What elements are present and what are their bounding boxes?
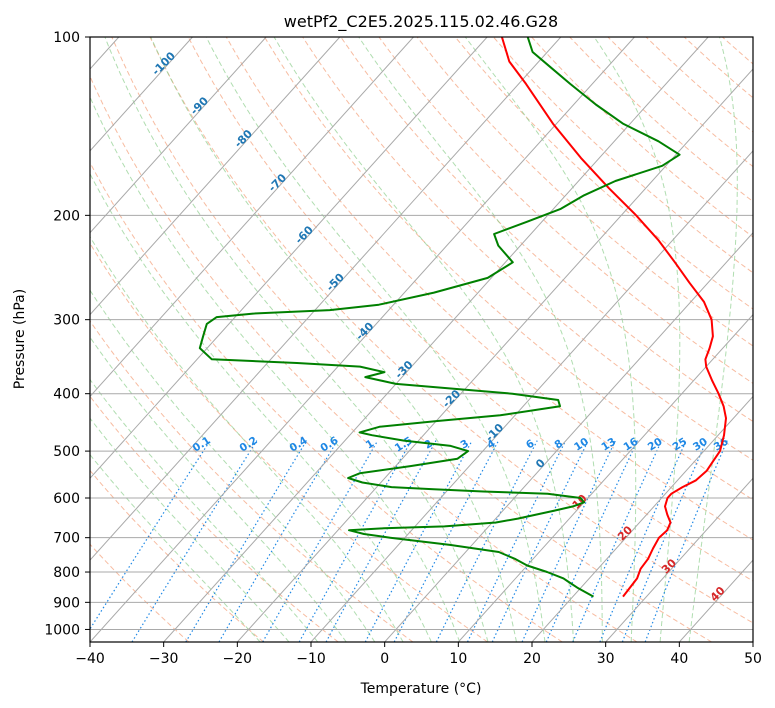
isotherm-line (531, 395, 753, 642)
moist-adiabat (90, 172, 432, 642)
moist-adiabat (104, 37, 489, 642)
moist-adiabat (90, 95, 461, 642)
mixing-ratio-line (185, 440, 308, 642)
y-tick-label: 600 (53, 491, 80, 507)
isotherm-line (163, 37, 709, 642)
moist-adiabat (90, 453, 261, 642)
mixing-ratio-line (90, 440, 211, 631)
isotherm-line (90, 37, 562, 561)
moist-adiabat (150, 37, 517, 642)
moist-adiabat (464, 37, 637, 642)
isotherm-line (90, 37, 414, 398)
isotherm-line (90, 37, 635, 642)
moist-adiabat (205, 37, 546, 642)
dry-adiabat (454, 37, 753, 310)
x-tick-label: −10 (296, 651, 326, 667)
temperature-line (500, 37, 727, 598)
x-tick-label: 10 (449, 651, 467, 667)
y-tick-label: 700 (53, 531, 80, 547)
x-tick-label: −20 (223, 651, 253, 667)
y-tick-label: 100 (53, 30, 80, 46)
x-tick-label: 40 (670, 651, 688, 667)
mixing-ratio-line (545, 440, 639, 642)
moist-adiabat (90, 289, 376, 642)
y-tick-label: 800 (53, 565, 80, 581)
y-tick-label: 900 (53, 595, 80, 611)
y-axis-ticks: 100 200 300 400 500 600 700 800 900 1000 (44, 30, 90, 638)
isotherm-line (605, 477, 753, 642)
dry-adiabat (761, 37, 775, 642)
isotherm-line (752, 641, 753, 642)
mixing-ratio-line (435, 440, 538, 642)
isotherm-line (90, 37, 193, 152)
y-tick-label: 200 (53, 208, 80, 224)
isotherm-line (90, 37, 341, 316)
y-tick-label: 1000 (44, 622, 80, 638)
isotherm-line (457, 313, 753, 642)
x-tick-label: 50 (744, 651, 762, 667)
x-axis-label: Temperature (°C) (360, 681, 482, 697)
dewpoint-line (198, 37, 681, 598)
isotherm-line (236, 68, 753, 642)
x-axis-ticks: −40 −30 −20 −10 0 10 20 30 40 50 (75, 642, 762, 667)
mixing-ratio-line (262, 440, 379, 642)
isotherm-line (90, 37, 267, 234)
x-tick-label: −30 (149, 651, 179, 667)
sounding-series (198, 37, 727, 598)
dry-adiabat (187, 37, 753, 582)
dry-adiabat (340, 37, 753, 423)
dry-adiabat (90, 161, 563, 642)
mixing-ratio-line (466, 440, 567, 642)
moist-adiabat (273, 37, 575, 642)
mixing-ratio-lines (90, 440, 728, 642)
moist-adiabat (593, 37, 681, 642)
moist-adiabat (90, 378, 319, 642)
moist-adiabat (358, 37, 603, 642)
x-tick-label: −40 (75, 651, 105, 667)
dry-adiabat (416, 37, 753, 347)
y-tick-label: 300 (53, 313, 80, 329)
moist-adiabat (90, 235, 404, 642)
mixing-ratio-line (599, 440, 687, 642)
moist-adiabats (90, 37, 738, 642)
x-tick-label: 30 (597, 651, 615, 667)
dry-adiabat (90, 469, 264, 642)
y-tick-label: 500 (53, 444, 80, 460)
mixing-ratio-line (572, 440, 663, 642)
y-axis-label: Pressure (hPa) (12, 289, 28, 389)
plot-frame (89, 36, 754, 643)
y-tick-label: 400 (53, 387, 80, 403)
isotherm-line (90, 37, 488, 480)
dry-adiabat (264, 37, 753, 501)
grid-lines (90, 37, 753, 642)
moist-adiabat (90, 417, 290, 642)
mixing-ratio-line (131, 440, 258, 642)
mixing-ratio-line (218, 440, 338, 642)
plot-background (90, 37, 753, 642)
x-tick-label: 20 (523, 651, 541, 667)
isotherm-line (384, 231, 753, 642)
dry-adiabat (149, 37, 753, 624)
isotherm-line (310, 150, 753, 642)
mixing-ratio-line (521, 440, 617, 642)
moist-adiabat (688, 37, 738, 642)
chart-title: wetPf2_C2E5.2025.115.02.46.G28 (284, 12, 558, 32)
mixing-ratio-line (325, 440, 437, 642)
dry-adiabat (90, 242, 488, 642)
x-tick-label: 0 (380, 651, 389, 667)
